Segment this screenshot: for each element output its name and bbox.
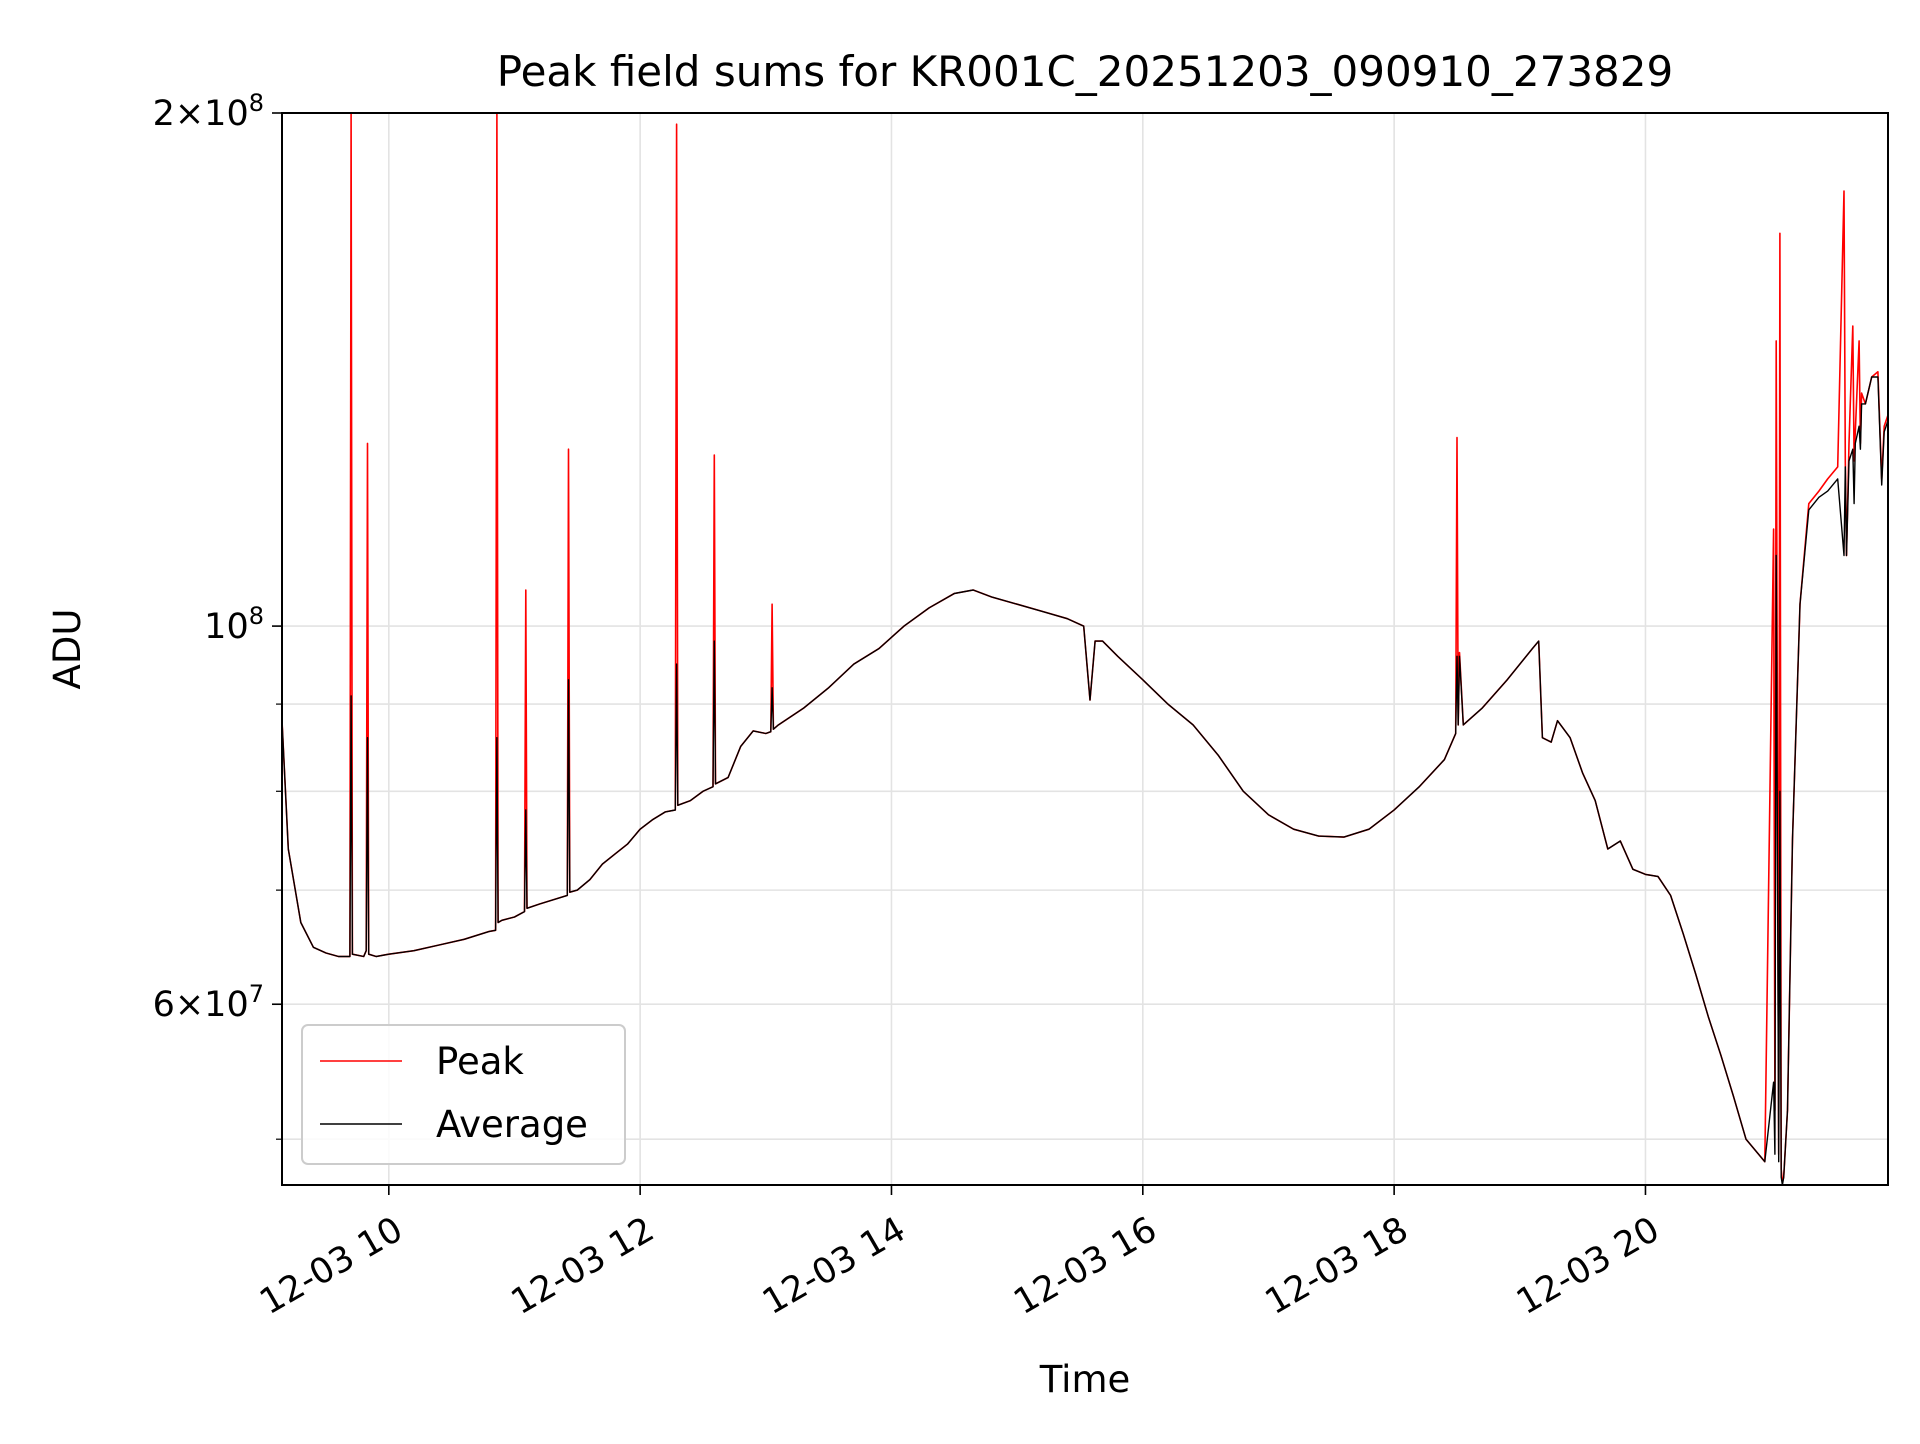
legend: Peak Average (301, 1024, 626, 1165)
series-line-average (281, 376, 1889, 1186)
y-tick-label: 2×108 (153, 89, 264, 134)
y-tick-label: 6×107 (153, 980, 264, 1025)
legend-label-peak: Peak (436, 1040, 524, 1083)
legend-box (301, 1024, 626, 1165)
series-lines (281, 112, 1889, 1186)
plot-area-frame (281, 112, 1889, 1186)
grid-lines (282, 112, 1888, 1185)
chart-title: Peak field sums for KR001C_20251203_0909… (497, 47, 1673, 96)
y-axis-label: ADU (46, 609, 89, 690)
legend-label-average: Average (436, 1103, 588, 1146)
x-axis-label: Time (1039, 1358, 1131, 1401)
